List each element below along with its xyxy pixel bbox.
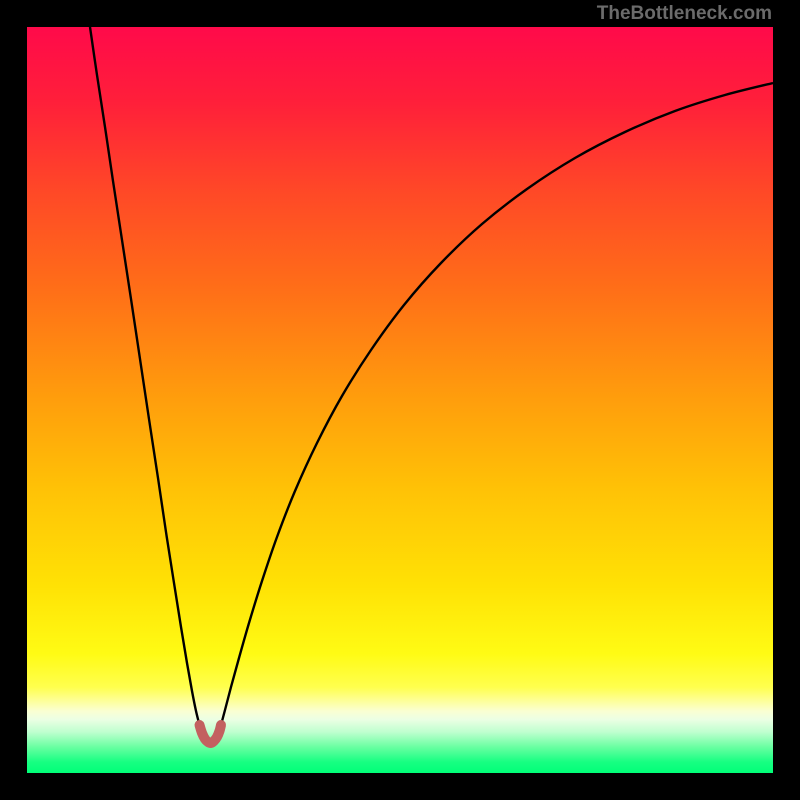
chart-frame: TheBottleneck.com (0, 0, 800, 800)
plot-area (27, 27, 773, 773)
watermark-text: TheBottleneck.com (597, 3, 772, 25)
curve-layer (27, 27, 773, 773)
valley-marker (200, 725, 222, 743)
curve-left-branch (90, 27, 200, 725)
curve-right-branch (221, 83, 773, 725)
